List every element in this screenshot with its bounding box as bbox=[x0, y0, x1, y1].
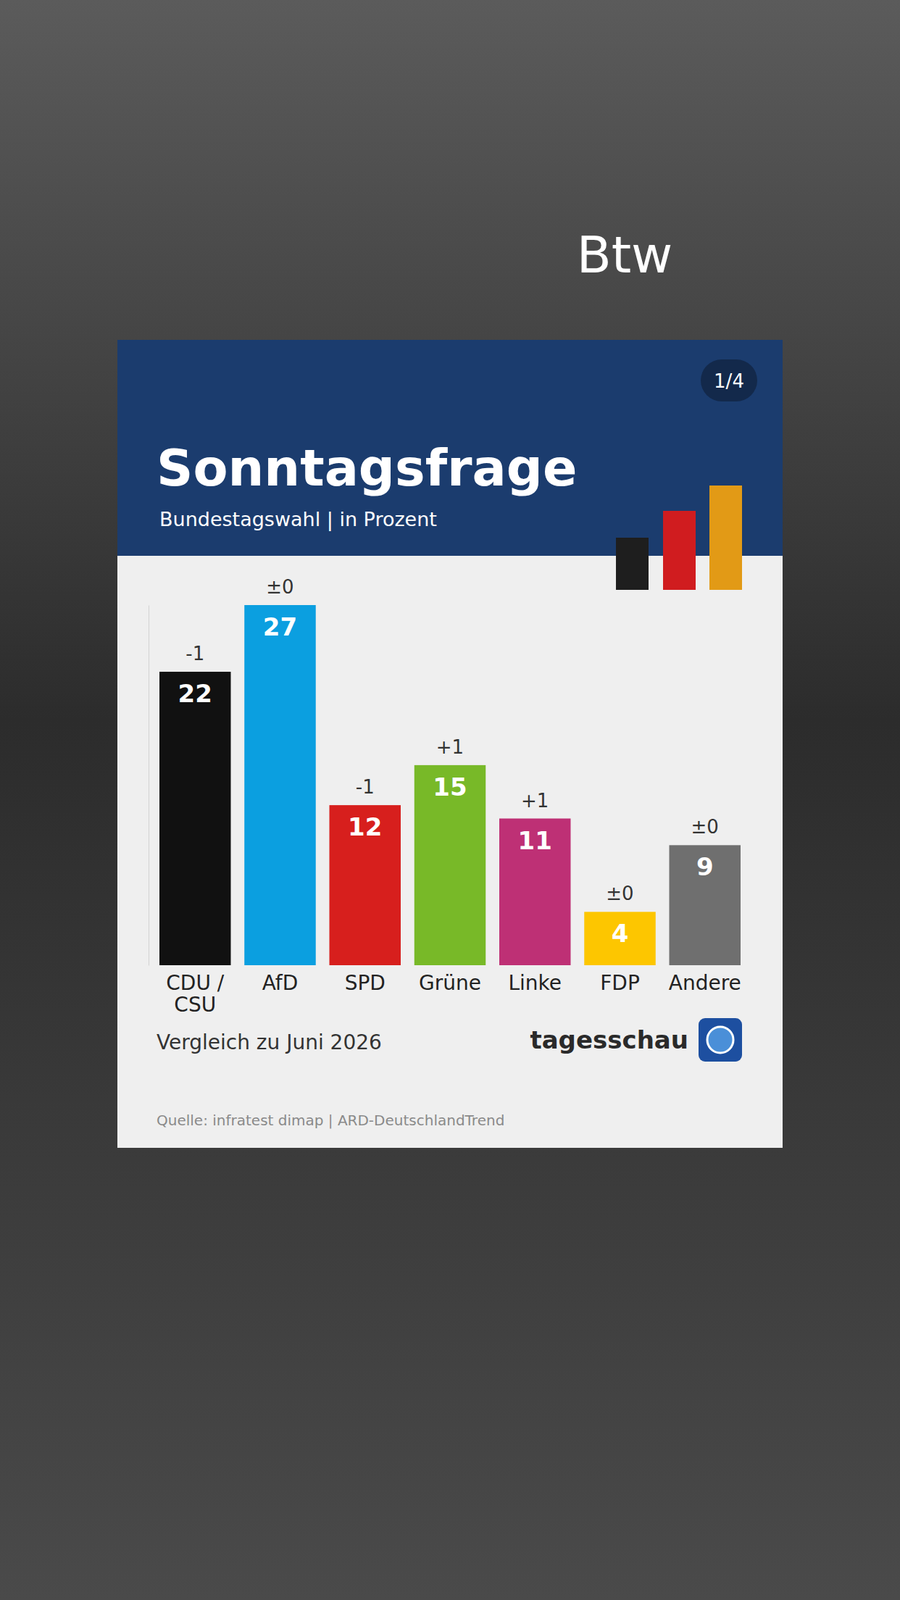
data-label: 12 bbox=[347, 812, 382, 842]
flag-icon-bar bbox=[615, 537, 649, 590]
data-label: 22 bbox=[178, 678, 213, 708]
change-label: ±0 bbox=[605, 882, 634, 905]
bar bbox=[329, 805, 401, 966]
change-label: ±0 bbox=[265, 576, 294, 598]
change-labels: -1 ±0 -1 +1 +1 ±0 ±0 bbox=[185, 576, 719, 905]
x-tick-label: SPD bbox=[344, 971, 386, 995]
brand: tagesschau bbox=[529, 1025, 689, 1055]
card-background bbox=[117, 339, 783, 1148]
x-tick-label: Andere bbox=[668, 971, 742, 995]
x-tick-label: Grüne bbox=[418, 971, 482, 995]
change-label: -1 bbox=[355, 776, 375, 798]
page-badge bbox=[700, 359, 758, 402]
page-indicator: 1/4 bbox=[713, 370, 745, 393]
x-tick-label: FDP bbox=[600, 971, 640, 995]
y-axis-line bbox=[148, 605, 150, 966]
x-axis: CDU /CSU AfD SPD Grüne Linke FDP Andere bbox=[165, 965, 742, 1017]
card: 1/4 Sonntagsfrage Bundestagswahl | in Proz… bbox=[117, 339, 783, 1148]
data-label: 4 bbox=[611, 918, 629, 948]
bars bbox=[159, 605, 741, 966]
change-label: ±0 bbox=[691, 815, 719, 838]
x-tick-label: AfD bbox=[262, 971, 299, 995]
x-tick: Grüne bbox=[418, 965, 482, 995]
bar bbox=[669, 844, 741, 966]
annotation: Vergleich zu Juni 2026 bbox=[156, 1030, 382, 1055]
bar bbox=[159, 671, 231, 966]
flag-icon-bar bbox=[709, 485, 743, 590]
data-label: 27 bbox=[263, 612, 298, 642]
data-label: 11 bbox=[518, 826, 553, 856]
x-tick: AfD bbox=[262, 965, 299, 995]
data-label: 9 bbox=[696, 852, 714, 882]
data-label: 15 bbox=[432, 772, 467, 802]
x-tick-label-line: CSU bbox=[173, 992, 216, 1017]
x-tick: Linke bbox=[507, 965, 562, 995]
title: Sonntagsfrage bbox=[156, 438, 577, 498]
bar bbox=[414, 765, 486, 966]
chart-svg: Btw 1/4 Sonntagsfrage Bundestagswahl | in P… bbox=[0, 0, 900, 1600]
source: Quelle: infratest dimap | ARD-Deutschlan… bbox=[156, 1111, 505, 1129]
x-tick-label: Linke bbox=[507, 971, 562, 995]
x-tick: Andere bbox=[668, 965, 742, 995]
bar bbox=[584, 911, 656, 966]
x-tick: CDU /CSU bbox=[165, 965, 225, 1017]
bar bbox=[244, 605, 316, 966]
background bbox=[0, 0, 900, 1600]
bar bbox=[499, 818, 571, 966]
brand-icon-globe bbox=[707, 1026, 734, 1053]
change-label: +1 bbox=[521, 789, 549, 812]
x-tick: FDP bbox=[600, 965, 640, 995]
x-tick-label-line: CDU / bbox=[165, 971, 225, 995]
change-label: -1 bbox=[185, 642, 205, 665]
overlay-text: Btw bbox=[576, 225, 674, 285]
x-tick-label: CDU /CSU bbox=[165, 971, 225, 1017]
page: Btw 1/4 Sonntagsfrage Bundestagswahl | in P… bbox=[0, 0, 900, 1600]
subtitle: Bundestagswahl | in Prozent bbox=[159, 507, 437, 532]
flag-icon-bar bbox=[663, 510, 696, 590]
brand-icon bbox=[698, 1018, 743, 1062]
x-tick: SPD bbox=[344, 965, 386, 995]
data-labels: 22 27 12 15 11 4 9 bbox=[178, 612, 714, 948]
y-axis bbox=[148, 605, 150, 966]
change-label: +1 bbox=[436, 736, 464, 758]
